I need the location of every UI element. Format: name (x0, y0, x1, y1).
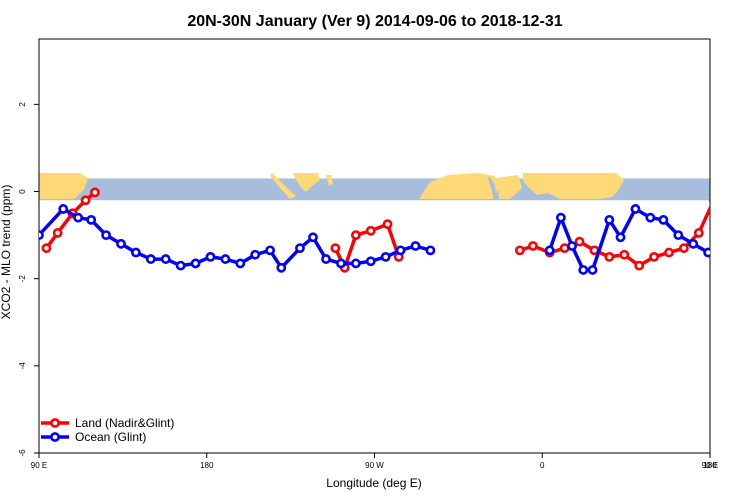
data-point-ocean (235, 258, 246, 269)
x-tick-label: 180 (200, 461, 214, 470)
legend-label: Land (Nadir&Glint) (75, 416, 174, 430)
y-tick-label: -4 (18, 362, 27, 370)
data-point-ocean (308, 232, 318, 243)
data-point-land (330, 243, 341, 254)
data-point-ocean (630, 204, 641, 214)
data-point-ocean (101, 230, 111, 241)
data-point-ocean (276, 262, 287, 273)
data-point-land (350, 230, 361, 241)
data-point-ocean (86, 214, 97, 225)
data-point-ocean (73, 212, 84, 223)
data-point-ocean (160, 254, 171, 264)
data-point-land (708, 197, 710, 204)
data-point-ocean (658, 214, 669, 225)
data-point-ocean (719, 255, 726, 262)
data-point-land (679, 243, 689, 254)
data-point-ocean (131, 247, 141, 258)
legend-marker (50, 432, 60, 442)
data-point-land (365, 225, 376, 236)
data-point-land (693, 228, 704, 238)
map-land-arabia (497, 175, 522, 199)
data-point-land (619, 249, 630, 260)
data-point-land (559, 243, 570, 254)
y-tick-label: -6 (18, 449, 27, 457)
x-tick-label: 0 (540, 461, 545, 470)
data-point-ocean (410, 241, 421, 251)
map-land-india-china (523, 173, 624, 199)
data-point-ocean (732, 255, 739, 262)
map-land-mexico-usa (293, 173, 320, 192)
data-point-ocean (703, 247, 710, 258)
data-point-land (514, 245, 525, 256)
data-point-ocean (205, 251, 216, 262)
x-tick-label: 180 (703, 461, 717, 470)
data-point-ocean (145, 254, 156, 264)
data-point-ocean (58, 204, 69, 214)
data-point-land (528, 241, 538, 251)
data-point-land (664, 247, 674, 258)
data-point-land (649, 251, 659, 262)
data-point-ocean (604, 214, 615, 225)
x-tick-label: 90 W (365, 461, 384, 470)
map-land-africa-sahara (419, 173, 500, 199)
legend: Land (Nadir&Glint)Ocean (Glint) (41, 416, 174, 444)
x-tick-label: 90 E (31, 461, 47, 470)
data-point-ocean (395, 245, 406, 256)
data-point-land (382, 219, 393, 230)
data-point-land (80, 195, 91, 206)
data-point-ocean (645, 212, 656, 223)
data-point-land (41, 243, 52, 254)
data-point-land (574, 236, 585, 247)
data-point-ocean (544, 245, 555, 256)
data-point-ocean (336, 258, 346, 269)
map-land-baja (270, 173, 296, 199)
data-point-land (90, 187, 100, 198)
data-point-ocean (321, 254, 331, 264)
data-point-ocean (365, 256, 376, 267)
data-point-ocean (578, 265, 589, 275)
data-point-ocean (220, 254, 231, 264)
y-axis-label: XCO2 - MLO trend (ppm) (0, 185, 13, 320)
data-point-land (721, 189, 728, 196)
data-point-ocean (380, 251, 391, 262)
data-point-ocean (39, 230, 44, 241)
data-point-ocean (295, 243, 305, 254)
series-layer (39, 187, 739, 275)
map-strip (39, 173, 710, 201)
data-point-ocean (615, 232, 626, 243)
map-land-asia (39, 173, 88, 199)
map-land-florida (326, 175, 333, 186)
chart-title: 20N-30N January (Ver 9) 2014-09-06 to 20… (187, 13, 562, 30)
x-tick-label: 90 E (702, 461, 718, 470)
plot-border (38, 38, 711, 454)
data-point-ocean (350, 258, 361, 269)
data-point-ocean (265, 245, 276, 256)
data-point-land (604, 251, 615, 262)
plot-frame (38, 38, 711, 454)
map-land-red-sea (488, 177, 497, 199)
y-tick-label: 2 (18, 102, 27, 107)
y-axis: 2 0 -2 -4 -6 (18, 102, 39, 457)
data-point-ocean (673, 230, 684, 241)
x-axis-label: Longitude (deg E) (326, 476, 421, 490)
data-point-ocean (555, 212, 566, 223)
data-point-ocean (175, 260, 186, 271)
data-point-ocean (688, 238, 699, 249)
legend-label: Ocean (Glint) (75, 430, 146, 444)
y-tick-label: -2 (18, 275, 27, 283)
y-tick-label: 0 (18, 189, 27, 194)
data-point-land (52, 228, 63, 238)
data-point-ocean (190, 258, 201, 269)
data-point-ocean (250, 249, 261, 260)
data-point-ocean (587, 265, 598, 275)
legend-marker (50, 418, 60, 428)
data-point-ocean (425, 245, 436, 256)
data-point-ocean (116, 238, 126, 249)
data-point-ocean (567, 241, 577, 251)
data-point-land (634, 260, 645, 271)
